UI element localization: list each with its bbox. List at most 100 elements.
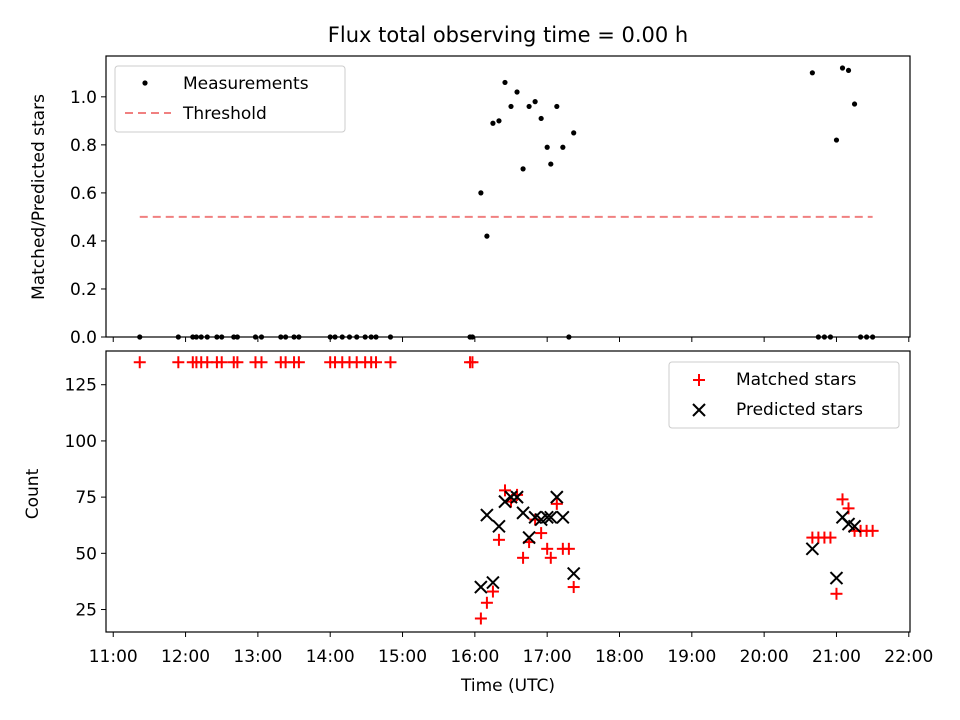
legend-measurements-marker — [142, 80, 148, 86]
predicted-star-point — [498, 494, 512, 509]
legend-predicted-marker — [692, 403, 706, 417]
matched-star-point — [480, 596, 493, 609]
measurement-point — [571, 130, 577, 136]
measurement-point — [484, 233, 490, 239]
matched-star-point — [830, 587, 843, 600]
matched-star-point — [550, 497, 563, 510]
predicted-star-point — [522, 530, 536, 545]
measurement-point — [526, 103, 532, 110]
predicted-star-point — [540, 510, 554, 525]
x-tick-label: 12:00 — [161, 647, 210, 667]
bottom-y-axis-label: Count — [23, 468, 43, 519]
x-tick-label: 16:00 — [450, 647, 499, 667]
bottom-y-tick-label: 75 — [75, 488, 97, 508]
bottom-y-tick-label: 100 — [65, 432, 97, 452]
x-tick-label: 21:00 — [812, 647, 861, 667]
matched-star-point — [498, 484, 511, 497]
bottom-panel: Count Time (UTC) 11:00 12:00 13:00 14:00 15:… — [23, 350, 933, 696]
matched-star-point — [492, 533, 505, 546]
predicted-star-point — [486, 575, 500, 590]
bottom-y-tick-label: 125 — [65, 376, 97, 396]
measurement-point — [839, 65, 846, 71]
x-tick-label: 22:00 — [884, 647, 933, 667]
legend-measurements-label: Measurements — [183, 74, 309, 94]
top-plot-area: 0.0 0.2 0.4 0.6 0.8 1.0 — [70, 65, 910, 348]
measurement-point — [548, 161, 554, 167]
measurement-point — [478, 190, 484, 196]
predicted-star-point — [550, 490, 564, 504]
measurement-point — [560, 144, 566, 150]
chart-title: Flux total observing time = 0.00 h — [328, 23, 688, 47]
measurement-point — [508, 103, 514, 110]
predicted-star-point — [566, 566, 581, 581]
x-axis-label: Time (UTC) — [460, 676, 555, 696]
matched-star-point — [535, 527, 548, 540]
x-tick-label: 20:00 — [740, 647, 789, 667]
measurement-point — [809, 70, 815, 76]
x-tick-label: 19:00 — [667, 647, 716, 667]
matched-star-point — [466, 356, 479, 369]
top-y-tick-label: 0.4 — [70, 232, 97, 252]
top-y-tick-label: 0.0 — [70, 328, 97, 348]
predicted-star-point — [492, 519, 506, 534]
top-panel: Flux total observing time = 0.00 h Match… — [29, 23, 911, 348]
x-tick-label: 11:00 — [89, 647, 138, 667]
predicted-star-point — [829, 571, 844, 585]
bottom-legend-box — [668, 361, 900, 429]
predicted-star-point — [805, 542, 820, 556]
predicted-star-point — [516, 506, 530, 520]
measurement-point — [514, 89, 520, 95]
matched-star-point — [544, 551, 557, 564]
matched-star-point — [486, 585, 499, 598]
predicted-star-point — [474, 580, 488, 594]
predicted-star-point — [556, 510, 570, 525]
legend-matched-marker — [693, 374, 705, 386]
matched-star-point — [384, 356, 397, 369]
legend-threshold-label: Threshold — [182, 104, 267, 124]
top-y-tick-label: 0.6 — [70, 184, 97, 204]
top-legend-box — [114, 65, 346, 133]
x-tick-label: 14:00 — [306, 647, 355, 667]
top-plot-frame — [105, 55, 911, 338]
x-tick-label: 15:00 — [378, 647, 427, 667]
top-y-tick-label: 0.8 — [70, 136, 97, 156]
predicted-star-point — [510, 490, 524, 504]
predicted-star-point — [544, 510, 558, 525]
bottom-plot-frame — [105, 350, 911, 633]
top-y-axis-label: Matched/Predicted stars — [29, 94, 49, 300]
matched-star-point — [517, 551, 530, 564]
measurement-point — [544, 144, 550, 150]
top-y-tick-label: 0.2 — [70, 280, 97, 300]
matched-star-point — [172, 356, 185, 369]
matched-star-point — [133, 356, 146, 369]
top-y-tick-label: 1.0 — [70, 88, 97, 108]
x-tick-label: 13:00 — [233, 647, 282, 667]
matched-star-point — [215, 356, 228, 369]
measurement-point — [502, 79, 508, 86]
measurement-point — [538, 115, 544, 122]
measurement-point — [520, 166, 526, 172]
bottom-y-tick-label: 25 — [75, 601, 97, 621]
x-tick-label: 17:00 — [523, 647, 572, 667]
bottom-legend: Matched stars Predicted stars — [668, 361, 900, 429]
legend-matched-label: Matched stars — [736, 370, 856, 390]
top-legend: Measurements Threshold — [114, 65, 346, 133]
bottom-y-tick-label: 50 — [75, 544, 97, 564]
predicted-star-point — [847, 519, 862, 534]
matched-star-point — [292, 356, 305, 369]
matched-star-point — [866, 524, 879, 537]
matched-star-point — [255, 356, 268, 369]
matched-star-point — [370, 356, 383, 369]
measurement-point — [833, 137, 840, 143]
x-tick-label: 18:00 — [595, 647, 644, 667]
bottom-plot-area: 11:00 12:00 13:00 14:00 15:00 16:00 17:00 18:00… — [65, 356, 933, 667]
matched-star-point — [529, 513, 542, 526]
matched-star-point — [836, 493, 849, 506]
measurement-point — [851, 101, 858, 107]
measurement-point — [532, 99, 538, 105]
matched-star-point — [562, 542, 575, 555]
matched-star-point — [474, 612, 487, 625]
predicted-star-point — [480, 508, 494, 522]
measurement-point — [496, 118, 502, 124]
